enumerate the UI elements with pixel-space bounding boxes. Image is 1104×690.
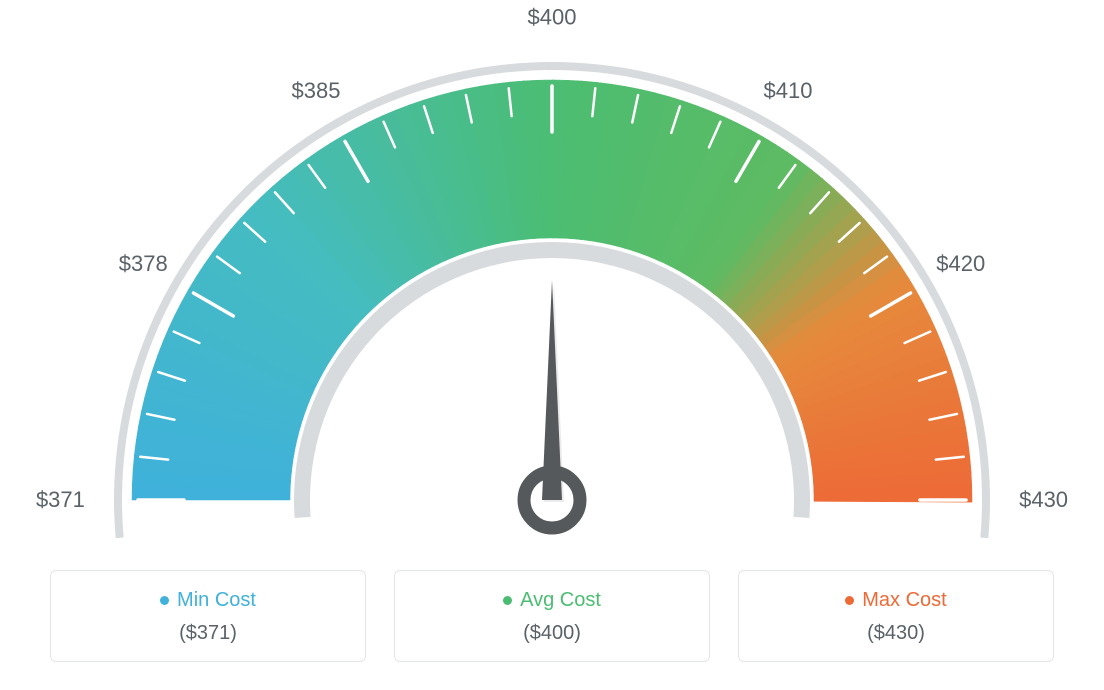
legend-card-min: Min Cost ($371): [50, 570, 366, 662]
tick-label: $420: [936, 251, 985, 277]
legend-title-wrap: Min Cost: [61, 589, 355, 612]
legend-value-avg: ($400): [405, 622, 699, 645]
legend-dot-avg: [503, 596, 512, 605]
legend-dot-min: [160, 596, 169, 605]
tick-label: $371: [36, 487, 85, 513]
legend-card-max: Max Cost ($430): [738, 570, 1054, 662]
gauge-svg: [22, 20, 1082, 550]
tick-label: $410: [764, 78, 813, 104]
legend-title-max: Max Cost: [862, 589, 946, 612]
legend-title-wrap: Avg Cost: [405, 589, 699, 612]
legend-title-min: Min Cost: [177, 589, 256, 612]
tick-label: $430: [1019, 487, 1068, 513]
legend-row: Min Cost ($371) Avg Cost ($400) Max Cost ($43…: [20, 570, 1084, 662]
gauge-container: $371$378$385$400$410$420$430: [22, 20, 1082, 550]
legend-card-avg: Avg Cost ($400): [394, 570, 710, 662]
legend-title-wrap: Max Cost: [749, 589, 1043, 612]
legend-dot-max: [845, 596, 854, 605]
legend-value-min: ($371): [61, 622, 355, 645]
tick-label: $378: [119, 251, 168, 277]
legend-title-avg: Avg Cost: [520, 589, 601, 612]
legend-value-max: ($430): [749, 622, 1043, 645]
tick-label: $400: [528, 5, 577, 31]
tick-label: $385: [292, 78, 341, 104]
